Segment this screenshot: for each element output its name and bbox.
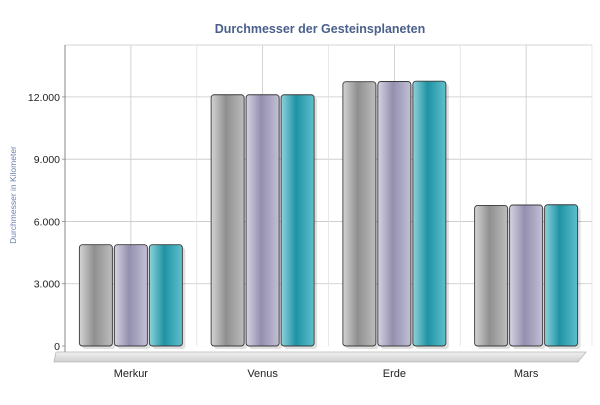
y-tick-label: 6.000 <box>34 216 60 228</box>
y-tick-label: 9.000 <box>34 154 60 166</box>
x-axis-categories: Merkur Venus Erde Mars <box>114 368 539 380</box>
bar-merkur-series-2[interactable] <box>113 244 148 347</box>
bar-erde-series-3[interactable] <box>412 80 447 347</box>
bars <box>78 80 581 349</box>
bar-merkur-series-3[interactable] <box>148 244 183 347</box>
y-tick-label: 0 <box>54 341 60 353</box>
bar-erde-series-2[interactable] <box>377 81 412 347</box>
y-axis-label: Durchmesser in Kilometer <box>8 146 18 244</box>
chart-title: Durchmesser der Gesteinsplaneten <box>215 22 426 36</box>
bar-erde-series-1[interactable] <box>342 81 377 347</box>
bar-merkur-series-1[interactable] <box>78 244 113 347</box>
bar-mars-series-1[interactable] <box>474 204 509 347</box>
chart-floor <box>53 351 587 363</box>
y-tick-label: 12.000 <box>28 92 60 104</box>
bar-venus-series-2[interactable] <box>245 94 280 347</box>
x-category-label: Erde <box>383 368 406 380</box>
bar-venus-series-1[interactable] <box>210 94 245 347</box>
y-axis-ticks: 0 3.000 6.000 9.000 12.000 <box>28 92 65 353</box>
gridlines <box>65 44 593 346</box>
y-tick-label: 3.000 <box>34 279 60 291</box>
x-category-label: Merkur <box>114 368 149 380</box>
x-category-label: Venus <box>247 368 278 380</box>
bar-venus-series-3[interactable] <box>280 94 315 347</box>
bar-mars-series-3[interactable] <box>544 204 579 347</box>
bar-mars-series-2[interactable] <box>509 204 544 347</box>
x-category-label: Mars <box>514 368 539 380</box>
